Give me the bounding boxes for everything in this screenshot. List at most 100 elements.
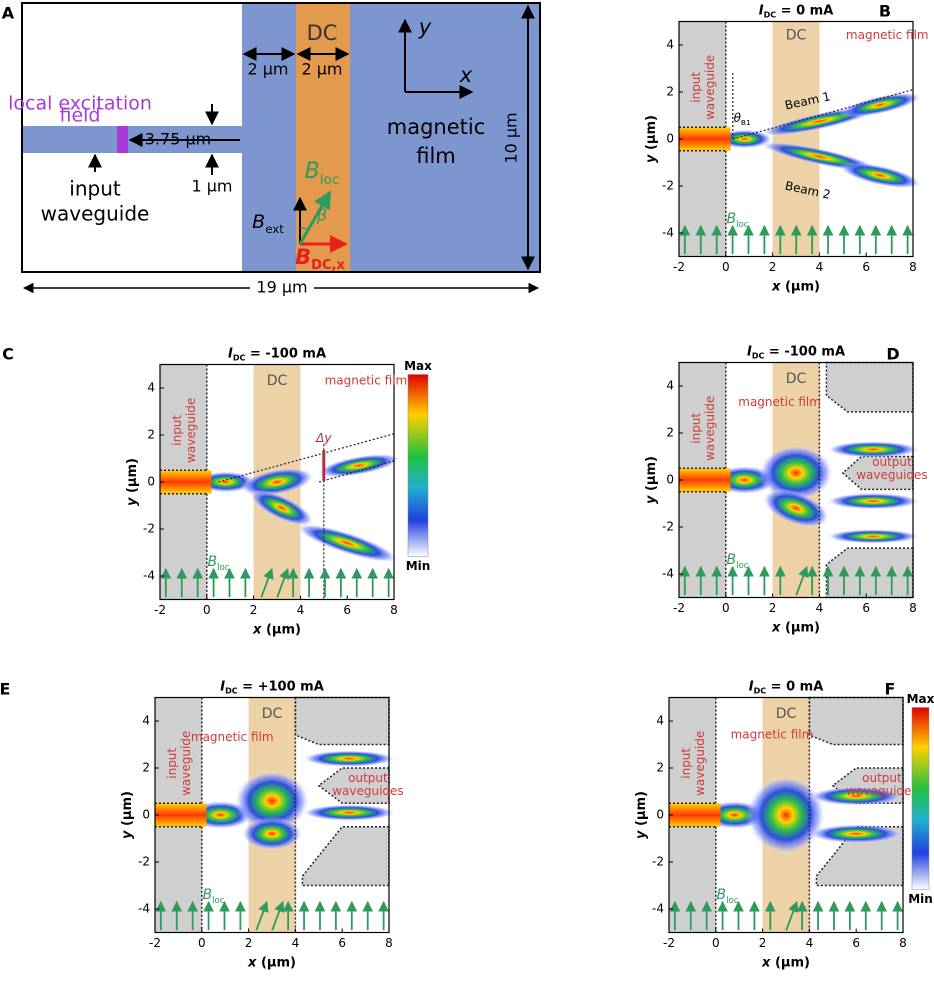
angle-label: β [316, 206, 327, 225]
y-tick-label: -2 [652, 855, 664, 869]
y-tick-label: 4 [656, 714, 664, 728]
x-tick-label: 0 [203, 603, 211, 617]
excitation-label: field [60, 105, 101, 127]
output-label: output [872, 455, 912, 469]
b-loc-label-part: loc [736, 560, 749, 570]
b-loc-label-part: loc [736, 219, 749, 229]
panel-label: E [0, 680, 10, 699]
b-ext-label-part: ext [265, 222, 284, 236]
film-label: magnetic film [325, 373, 408, 387]
x-axis-label-part: (μm) [780, 279, 820, 294]
film-label: magnetic film [731, 728, 814, 742]
gap-label: 2 μm [301, 60, 342, 79]
dc-label: DC [262, 706, 283, 722]
spin-wave [762, 488, 830, 528]
b-loc-label-part: B [726, 552, 736, 568]
y-axis-label: y (μm) [125, 458, 140, 506]
panel-title: IDC = 0 mA [749, 679, 824, 696]
b-loc-label-part: B [726, 211, 736, 227]
input-label: waveguide [184, 398, 198, 463]
panel-title-part: DC [754, 687, 767, 696]
y-axis-label: y (μm) [644, 456, 659, 504]
y-tick-label: -2 [662, 520, 674, 534]
spin-wave [317, 453, 401, 478]
panel-title: IDC = +100 mA [220, 679, 324, 696]
y-axis-label: y (μm) [644, 115, 659, 163]
x-tick-label: 8 [909, 260, 917, 274]
spin-wave [240, 467, 314, 497]
y-tick-label: 4 [142, 714, 150, 728]
b-loc-label-part: B [716, 887, 726, 903]
panel-title-part: = -100 mA [245, 346, 326, 361]
output-region [825, 361, 914, 413]
panel-label: A [2, 4, 15, 23]
x-tick-label: 8 [390, 603, 398, 617]
dy-label: Δy [315, 431, 332, 445]
y-tick-label: 2 [666, 426, 674, 440]
x-axis-label-part: x [761, 955, 771, 970]
y-axis-label-part: y [634, 830, 649, 839]
x-axis-label-part: x [252, 622, 262, 637]
panel-title: IDC = 0 mA [759, 3, 834, 20]
spin-wave [302, 750, 397, 767]
x-tick-label: 4 [297, 603, 305, 617]
x-axis-label-part: (μm) [770, 955, 810, 970]
x-axis-label: x (μm) [247, 955, 296, 970]
panel-label: F [885, 680, 896, 699]
x-tick-label: 0 [722, 260, 730, 274]
input-label: input [689, 72, 703, 103]
x-tick-label: 4 [806, 936, 814, 950]
length-label: 19 μm [256, 278, 307, 297]
b-loc-label-part: B [202, 887, 212, 903]
y-tick-label: 2 [147, 428, 155, 442]
angle-label: θB1 [734, 110, 751, 126]
panel-title-part: DC [225, 687, 238, 696]
waveguide-beam [679, 127, 731, 151]
film-label: magnetic [387, 115, 486, 139]
x-tick-label: 2 [245, 936, 253, 950]
x-tick-label: 6 [343, 603, 351, 617]
panel-title: IDC = -100 mA [228, 346, 326, 363]
panel-label: B [879, 2, 891, 21]
b-dc-label-part: DC,x [311, 258, 345, 273]
b-loc-label-part: loc [217, 562, 230, 572]
panel-title-part: DC [764, 11, 777, 20]
y-tick-label: 2 [666, 85, 674, 99]
input-label: waveguide [703, 55, 717, 120]
spin-wave [234, 770, 310, 832]
b-loc-label-part: B [305, 159, 320, 184]
x-tick-label: 4 [816, 260, 824, 274]
input-label: input [689, 413, 703, 444]
excitation-label: local excitation [8, 93, 152, 115]
panel-title-part: = 0 mA [776, 3, 833, 18]
field-arrow [255, 900, 269, 931]
b-dc-label: BDC,x [295, 245, 345, 273]
x-axis-label-part: (μm) [261, 622, 301, 637]
y-tick-label: -4 [652, 902, 664, 916]
x-tick-label: 2 [769, 601, 777, 615]
x-tick-label: 2 [250, 603, 258, 617]
spin-wave [809, 786, 903, 806]
output-label: output [348, 771, 388, 785]
length-label: 3.75 μm [145, 130, 211, 149]
y-axis-label-part: (μm) [634, 791, 649, 831]
panel-label: D [886, 345, 899, 364]
y-tick-label: 0 [142, 808, 150, 822]
y-axis-label-part: (μm) [125, 458, 140, 498]
spin-wave [746, 775, 826, 855]
field-arrow [785, 900, 799, 931]
y-tick-label: 4 [147, 381, 155, 395]
panel-title-part: I [749, 679, 754, 694]
y-tick-label: -4 [662, 567, 674, 581]
axis-label: y [418, 15, 432, 39]
film-label: magnetic film [191, 730, 274, 744]
output-region [841, 455, 914, 491]
y-tick-label: 4 [666, 379, 674, 393]
b-loc-label-part: loc [212, 895, 225, 905]
x-tick-label: 4 [292, 936, 300, 950]
spin-wave [302, 804, 397, 821]
panel-title-part: = +100 mA [238, 679, 324, 694]
beam-guide [318, 460, 395, 483]
